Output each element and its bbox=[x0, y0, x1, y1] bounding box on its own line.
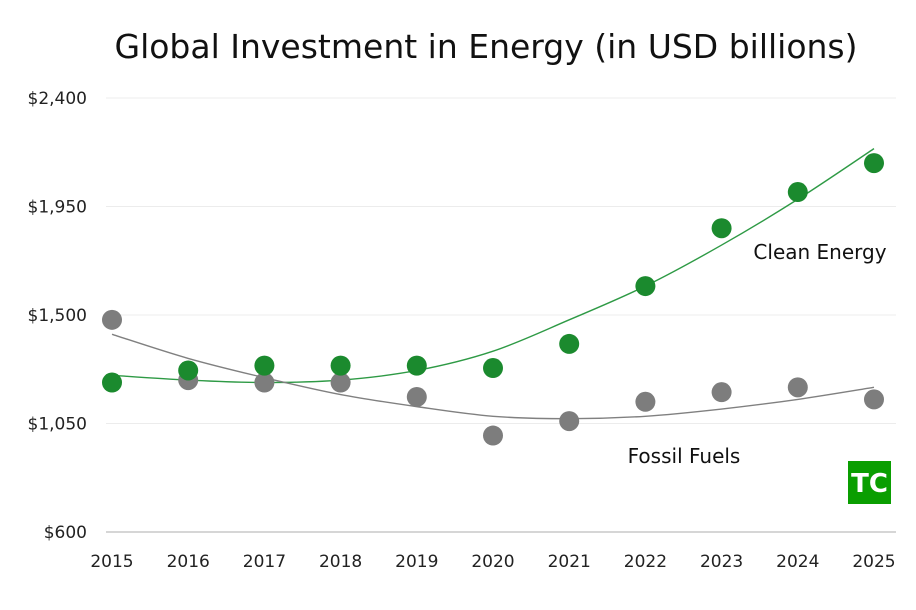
trendline-fossil-fuels bbox=[111, 333, 875, 420]
y-tick-label: $1,950 bbox=[28, 198, 87, 218]
point-clean-energy-2021 bbox=[559, 333, 580, 354]
point-fossil-fuels-2017 bbox=[254, 372, 275, 393]
x-tick-label: 2016 bbox=[167, 552, 210, 572]
y-tick-label: $1,500 bbox=[28, 306, 87, 326]
point-fossil-fuels-2019 bbox=[406, 386, 427, 407]
data-points bbox=[102, 153, 884, 446]
point-clean-energy-2018 bbox=[330, 355, 351, 376]
x-tick-label: 2021 bbox=[548, 552, 591, 572]
point-clean-energy-2017 bbox=[254, 355, 275, 376]
point-clean-energy-2016 bbox=[178, 360, 199, 381]
grid-layer bbox=[106, 97, 896, 533]
point-fossil-fuels-2024 bbox=[787, 377, 808, 398]
point-fossil-fuels-2023 bbox=[711, 382, 732, 403]
point-fossil-fuels-2025 bbox=[864, 389, 884, 410]
trendlines bbox=[111, 148, 875, 420]
x-tick-label: 2017 bbox=[243, 552, 286, 572]
x-tick-label: 2019 bbox=[395, 552, 438, 572]
point-clean-energy-2023 bbox=[711, 218, 732, 239]
x-tick-label: 2023 bbox=[700, 552, 743, 572]
point-fossil-fuels-2018 bbox=[330, 372, 351, 393]
x-tick-label: 2018 bbox=[319, 552, 362, 572]
x-tick-label: 2025 bbox=[852, 552, 895, 572]
point-clean-energy-2015 bbox=[102, 372, 122, 393]
point-fossil-fuels-2020 bbox=[483, 425, 503, 446]
point-clean-energy-2019 bbox=[406, 355, 427, 376]
point-fossil-fuels-2015 bbox=[102, 309, 122, 330]
y-tick-label: $1,050 bbox=[28, 415, 87, 435]
chart-title: Global Investment in Energy (in USD bill… bbox=[115, 27, 858, 66]
point-fossil-fuels-2022 bbox=[635, 391, 656, 412]
tc-logo: TC bbox=[848, 461, 891, 504]
series-label-clean-energy: Clean Energy bbox=[753, 240, 886, 264]
x-tick-label: 2020 bbox=[471, 552, 514, 572]
trendline-clean-energy bbox=[111, 148, 875, 384]
point-clean-energy-2020 bbox=[483, 358, 503, 379]
y-axis-tick-labels: $600 $1,050 $1,500 $1,950 $2,400 bbox=[28, 89, 87, 543]
point-clean-energy-2024 bbox=[787, 182, 808, 203]
x-axis-tick-labels: 2015 2016 2017 2018 2019 2020 2021 2022 2023 2024… bbox=[90, 552, 895, 572]
y-tick-label: $2,400 bbox=[28, 89, 87, 109]
y-tick-label: $600 bbox=[44, 523, 87, 543]
x-tick-label: 2015 bbox=[90, 552, 133, 572]
x-tick-label: 2024 bbox=[776, 552, 819, 572]
series-label-fossil-fuels: Fossil Fuels bbox=[628, 444, 741, 468]
point-clean-energy-2022 bbox=[635, 276, 656, 297]
point-fossil-fuels-2021 bbox=[559, 411, 580, 432]
x-tick-label: 2022 bbox=[624, 552, 667, 572]
point-clean-energy-2025 bbox=[864, 153, 884, 174]
tc-logo-text: TC bbox=[851, 469, 888, 499]
tc-logo-box bbox=[848, 461, 891, 504]
